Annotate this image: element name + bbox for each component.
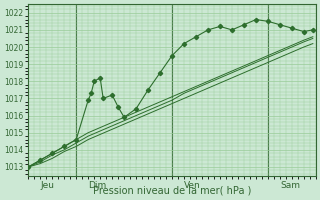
X-axis label: Pression niveau de la mer( hPa ): Pression niveau de la mer( hPa ): [93, 186, 251, 196]
Text: Jeu: Jeu: [40, 181, 54, 190]
Text: Dim: Dim: [88, 181, 107, 190]
Text: Ven: Ven: [184, 181, 201, 190]
Text: Sam: Sam: [280, 181, 300, 190]
